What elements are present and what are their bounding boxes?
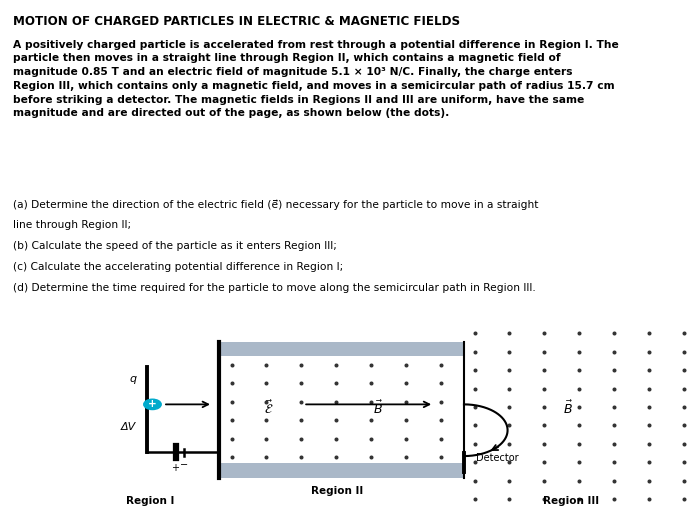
Text: (d) Determine the time required for the particle to move along the semicircular : (d) Determine the time required for the … bbox=[13, 283, 536, 293]
Text: (c) Calculate the accelerating potential difference in Region I;: (c) Calculate the accelerating potential… bbox=[13, 262, 343, 272]
Text: Region II: Region II bbox=[312, 486, 363, 496]
Text: (b) Calculate the speed of the particle as it enters Region III;: (b) Calculate the speed of the particle … bbox=[13, 241, 337, 251]
Text: line through Region II;: line through Region II; bbox=[13, 220, 131, 230]
Text: +: + bbox=[172, 463, 179, 473]
Text: $\vec{\mathcal{E}}$: $\vec{\mathcal{E}}$ bbox=[264, 399, 274, 417]
Text: (a) Determine the direction of the electric field (ē⃗) necessary for the particl: (a) Determine the direction of the elect… bbox=[13, 200, 538, 210]
Text: MOTION OF CHARGED PARTICLES IN ELECTRIC & MAGNETIC FIELDS: MOTION OF CHARGED PARTICLES IN ELECTRIC … bbox=[13, 15, 460, 28]
Text: −: − bbox=[180, 460, 188, 470]
Text: $\vec{B}$: $\vec{B}$ bbox=[563, 399, 573, 417]
Text: q: q bbox=[130, 373, 136, 384]
Bar bbox=[219, 342, 464, 356]
Text: ΔV: ΔV bbox=[121, 422, 136, 432]
Bar bbox=[219, 463, 464, 478]
Text: $\vec{B}$: $\vec{B}$ bbox=[373, 399, 383, 417]
Circle shape bbox=[144, 399, 161, 410]
Text: +: + bbox=[148, 399, 157, 409]
Text: Detector: Detector bbox=[477, 453, 519, 463]
Text: A positively charged particle is accelerated from rest through a potential diffe: A positively charged particle is acceler… bbox=[13, 40, 618, 119]
Text: Region I: Region I bbox=[127, 496, 175, 506]
Text: Region III: Region III bbox=[543, 496, 599, 506]
